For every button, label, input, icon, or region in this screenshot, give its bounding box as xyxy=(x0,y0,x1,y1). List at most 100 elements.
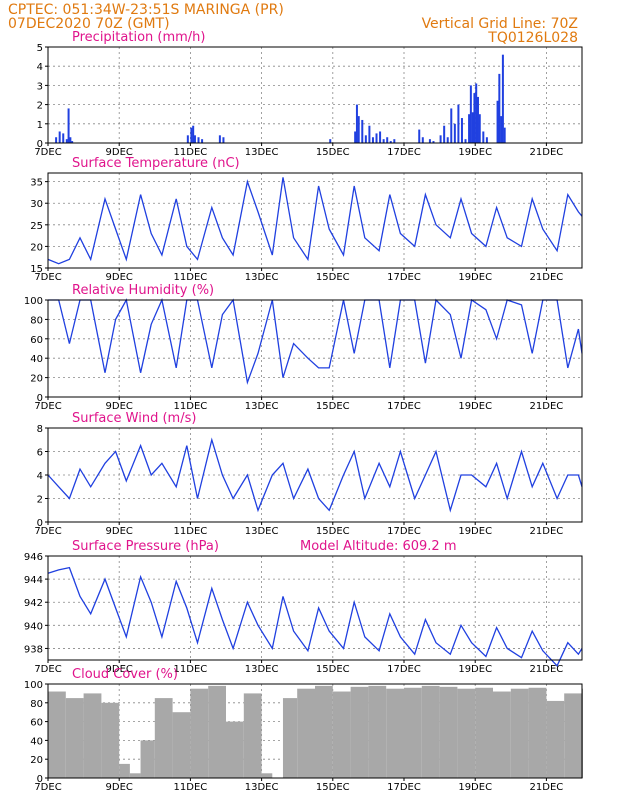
y-tick-label: 100 xyxy=(24,680,43,691)
x-tick-label: 9DEC xyxy=(106,526,133,537)
precip-bar xyxy=(71,141,74,143)
wind-title: Surface Wind (m/s) xyxy=(72,411,196,426)
cloud-bar xyxy=(140,740,155,778)
precip-bar xyxy=(69,137,72,143)
cloud-bar xyxy=(421,685,440,778)
y-tick-label: 80 xyxy=(30,315,43,326)
temp-title: Surface Temperature (nC) xyxy=(72,156,240,171)
precip-bar xyxy=(354,131,357,143)
x-tick-label: 11DEC xyxy=(174,147,208,158)
y-tick-label: 20 xyxy=(30,755,43,766)
x-tick-label: 11DEC xyxy=(174,782,208,793)
cloud-bar xyxy=(386,688,404,778)
cloud-bar xyxy=(315,685,333,778)
precip-bar xyxy=(498,73,501,143)
x-tick-label: 19DEC xyxy=(458,272,492,283)
x-tick-label: 21DEC xyxy=(530,664,564,675)
cloud-bar xyxy=(48,691,66,778)
precip-bar xyxy=(443,125,446,143)
cloud-title: Cloud Cover (%) xyxy=(72,667,178,682)
cloud-bar xyxy=(154,698,173,778)
x-tick-label: 13DEC xyxy=(245,147,279,158)
precip-bar xyxy=(357,116,360,143)
x-tick-label: 17DEC xyxy=(387,664,421,675)
plot-frame xyxy=(47,555,583,661)
cloud-bar xyxy=(439,686,458,778)
precip-bar xyxy=(371,137,374,143)
precip-bar xyxy=(55,137,58,143)
cloud-bar xyxy=(350,686,369,778)
x-tick-label: 17DEC xyxy=(387,782,421,793)
y-tick-label: 0 xyxy=(37,139,43,150)
x-tick-label: 9DEC xyxy=(106,147,133,158)
x-tick-label: 15DEC xyxy=(316,664,350,675)
precip-bar xyxy=(389,141,392,143)
x-tick-label: 15DEC xyxy=(316,147,350,158)
x-tick-label: 19DEC xyxy=(458,401,492,412)
y-tick-label: 8 xyxy=(37,424,43,435)
x-tick-label: 13DEC xyxy=(245,782,279,793)
precip-bar xyxy=(432,141,435,143)
precip-title: Precipitation (mm/h) xyxy=(72,30,205,45)
cloud-bar xyxy=(243,693,262,778)
x-tick-label: 21DEC xyxy=(530,782,564,793)
x-tick-label: 19DEC xyxy=(458,782,492,793)
x-tick-label: 21DEC xyxy=(530,272,564,283)
x-tick-label: 13DEC xyxy=(245,664,279,675)
cloud-bar xyxy=(119,763,130,778)
panel-temp: 15 20 25 30 35 7DEC 9DEC 11DEC 13DEC 15DEC 17DEC 19… xyxy=(30,156,583,283)
y-tick-label: 40 xyxy=(30,736,43,747)
y-tick-label: 20 xyxy=(30,242,43,253)
precip-bar xyxy=(379,131,382,143)
wind-series-line xyxy=(47,437,583,513)
header-right1: Vertical Grid Line: 70Z xyxy=(422,16,578,32)
y-tick-label: 3 xyxy=(37,81,43,92)
cloud-bar xyxy=(510,688,529,778)
precip-bar xyxy=(421,137,424,143)
pres-annotation: Model Altitude: 609.2 m xyxy=(300,539,457,554)
y-tick-label: 4 xyxy=(37,62,43,73)
x-tick-label: 9DEC xyxy=(106,401,133,412)
x-tick-label: 17DEC xyxy=(387,401,421,412)
x-tick-label: 15DEC xyxy=(316,526,350,537)
precip-bar xyxy=(503,127,506,143)
y-tick-label: 100 xyxy=(24,296,43,307)
cloud-bar xyxy=(493,691,511,778)
cloud-bar xyxy=(332,691,351,778)
cloud-bar xyxy=(83,693,102,778)
x-tick-label: 7DEC xyxy=(34,272,61,283)
cloud-bar xyxy=(261,773,273,778)
precip-bar xyxy=(382,139,385,143)
precip-bar xyxy=(476,96,479,143)
x-tick-label: 21DEC xyxy=(530,401,564,412)
x-tick-label: 9DEC xyxy=(106,664,133,675)
rh-series-line xyxy=(48,297,583,385)
precip-bar xyxy=(197,137,200,143)
cloud-bar xyxy=(208,685,226,778)
cloud-bar xyxy=(190,688,209,778)
x-tick-label: 7DEC xyxy=(34,401,61,412)
x-tick-label: 13DEC xyxy=(245,272,279,283)
y-tick-label: 944 xyxy=(24,575,43,586)
y-tick-label: 946 xyxy=(24,552,43,563)
precip-bar xyxy=(501,54,504,143)
y-tick-label: 4 xyxy=(37,471,43,482)
panels: 0 1 2 3 4 5 7DEC 9DEC 11DEC 13DEC 15DEC 17DEC 19DEC 2… xyxy=(24,30,583,793)
cloud-bar xyxy=(546,700,565,778)
precip-bar xyxy=(464,139,467,143)
precip-bar xyxy=(450,108,453,143)
precip-bar xyxy=(453,123,456,143)
precip-bar xyxy=(375,133,378,143)
y-tick-label: 0 xyxy=(37,393,43,404)
y-tick-label: 60 xyxy=(30,718,43,729)
plot-frame xyxy=(47,299,583,398)
cloud-bar xyxy=(564,693,582,778)
y-tick-label: 942 xyxy=(24,598,43,609)
precip-bar xyxy=(418,129,421,143)
x-tick-label: 21DEC xyxy=(530,526,564,537)
x-tick-label: 19DEC xyxy=(458,526,492,537)
panel-rh: 0 20 40 60 80 100 7DEC 9DEC 11DEC 13DEC 15DEC 17DEC… xyxy=(24,283,583,412)
y-tick-label: 15 xyxy=(30,264,43,275)
header-line2: 07DEC2020 70Z (GMT) xyxy=(8,16,170,32)
precip-bar xyxy=(65,139,68,143)
